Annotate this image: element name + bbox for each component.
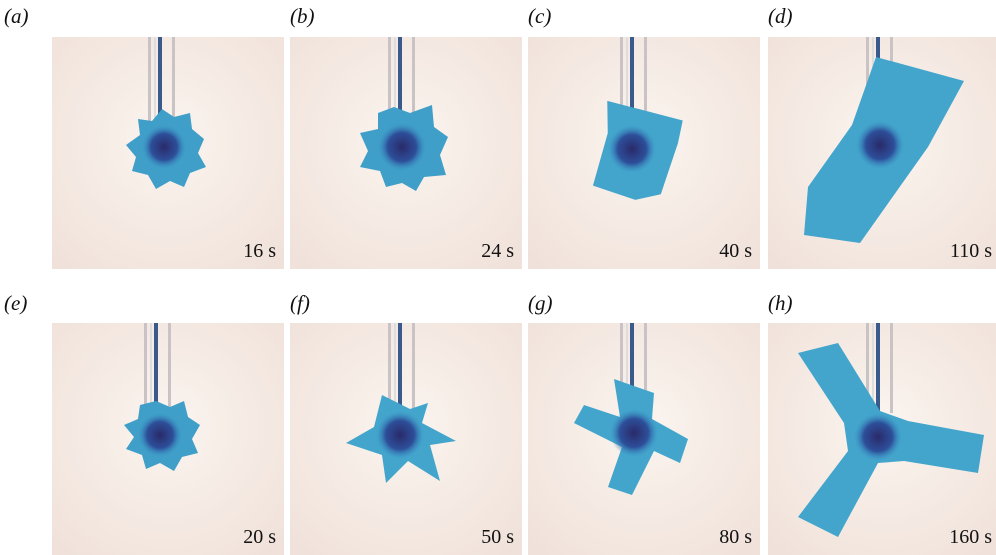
panel-label: (b) bbox=[290, 4, 315, 29]
panel-label: (g) bbox=[528, 291, 553, 316]
photo-image bbox=[768, 37, 996, 269]
photo-image bbox=[290, 323, 522, 555]
photo-image bbox=[52, 323, 284, 555]
photo-image bbox=[528, 37, 760, 269]
panel-label: (e) bbox=[4, 291, 27, 316]
photo: 16 s bbox=[52, 37, 284, 269]
time-label: 16 s bbox=[243, 240, 276, 263]
time-label: 40 s bbox=[719, 240, 752, 263]
figure: (a) (b) (c) (d) 16 s 24 s 40 s bbox=[0, 0, 996, 555]
photo-image bbox=[290, 37, 522, 269]
panel-label: (c) bbox=[528, 4, 551, 29]
photo: 50 s bbox=[290, 323, 522, 555]
photo: 40 s bbox=[528, 37, 760, 269]
photo-image bbox=[528, 323, 760, 555]
panel-label: (d) bbox=[768, 4, 793, 29]
time-label: 80 s bbox=[719, 526, 752, 549]
panel-label: (a) bbox=[4, 4, 29, 29]
time-label: 20 s bbox=[243, 526, 276, 549]
time-label: 160 s bbox=[949, 526, 992, 549]
time-label: 24 s bbox=[481, 240, 514, 263]
photo: 80 s bbox=[528, 323, 760, 555]
photo: 24 s bbox=[290, 37, 522, 269]
time-label: 110 s bbox=[950, 240, 992, 263]
photo-image bbox=[52, 37, 284, 269]
panel-label: (h) bbox=[768, 291, 793, 316]
time-label: 50 s bbox=[481, 526, 514, 549]
photo-image bbox=[768, 323, 996, 555]
panel-label: (f) bbox=[290, 291, 310, 316]
photo: 20 s bbox=[52, 323, 284, 555]
photo: 110 s bbox=[768, 37, 996, 269]
photo: 160 s bbox=[768, 323, 996, 555]
